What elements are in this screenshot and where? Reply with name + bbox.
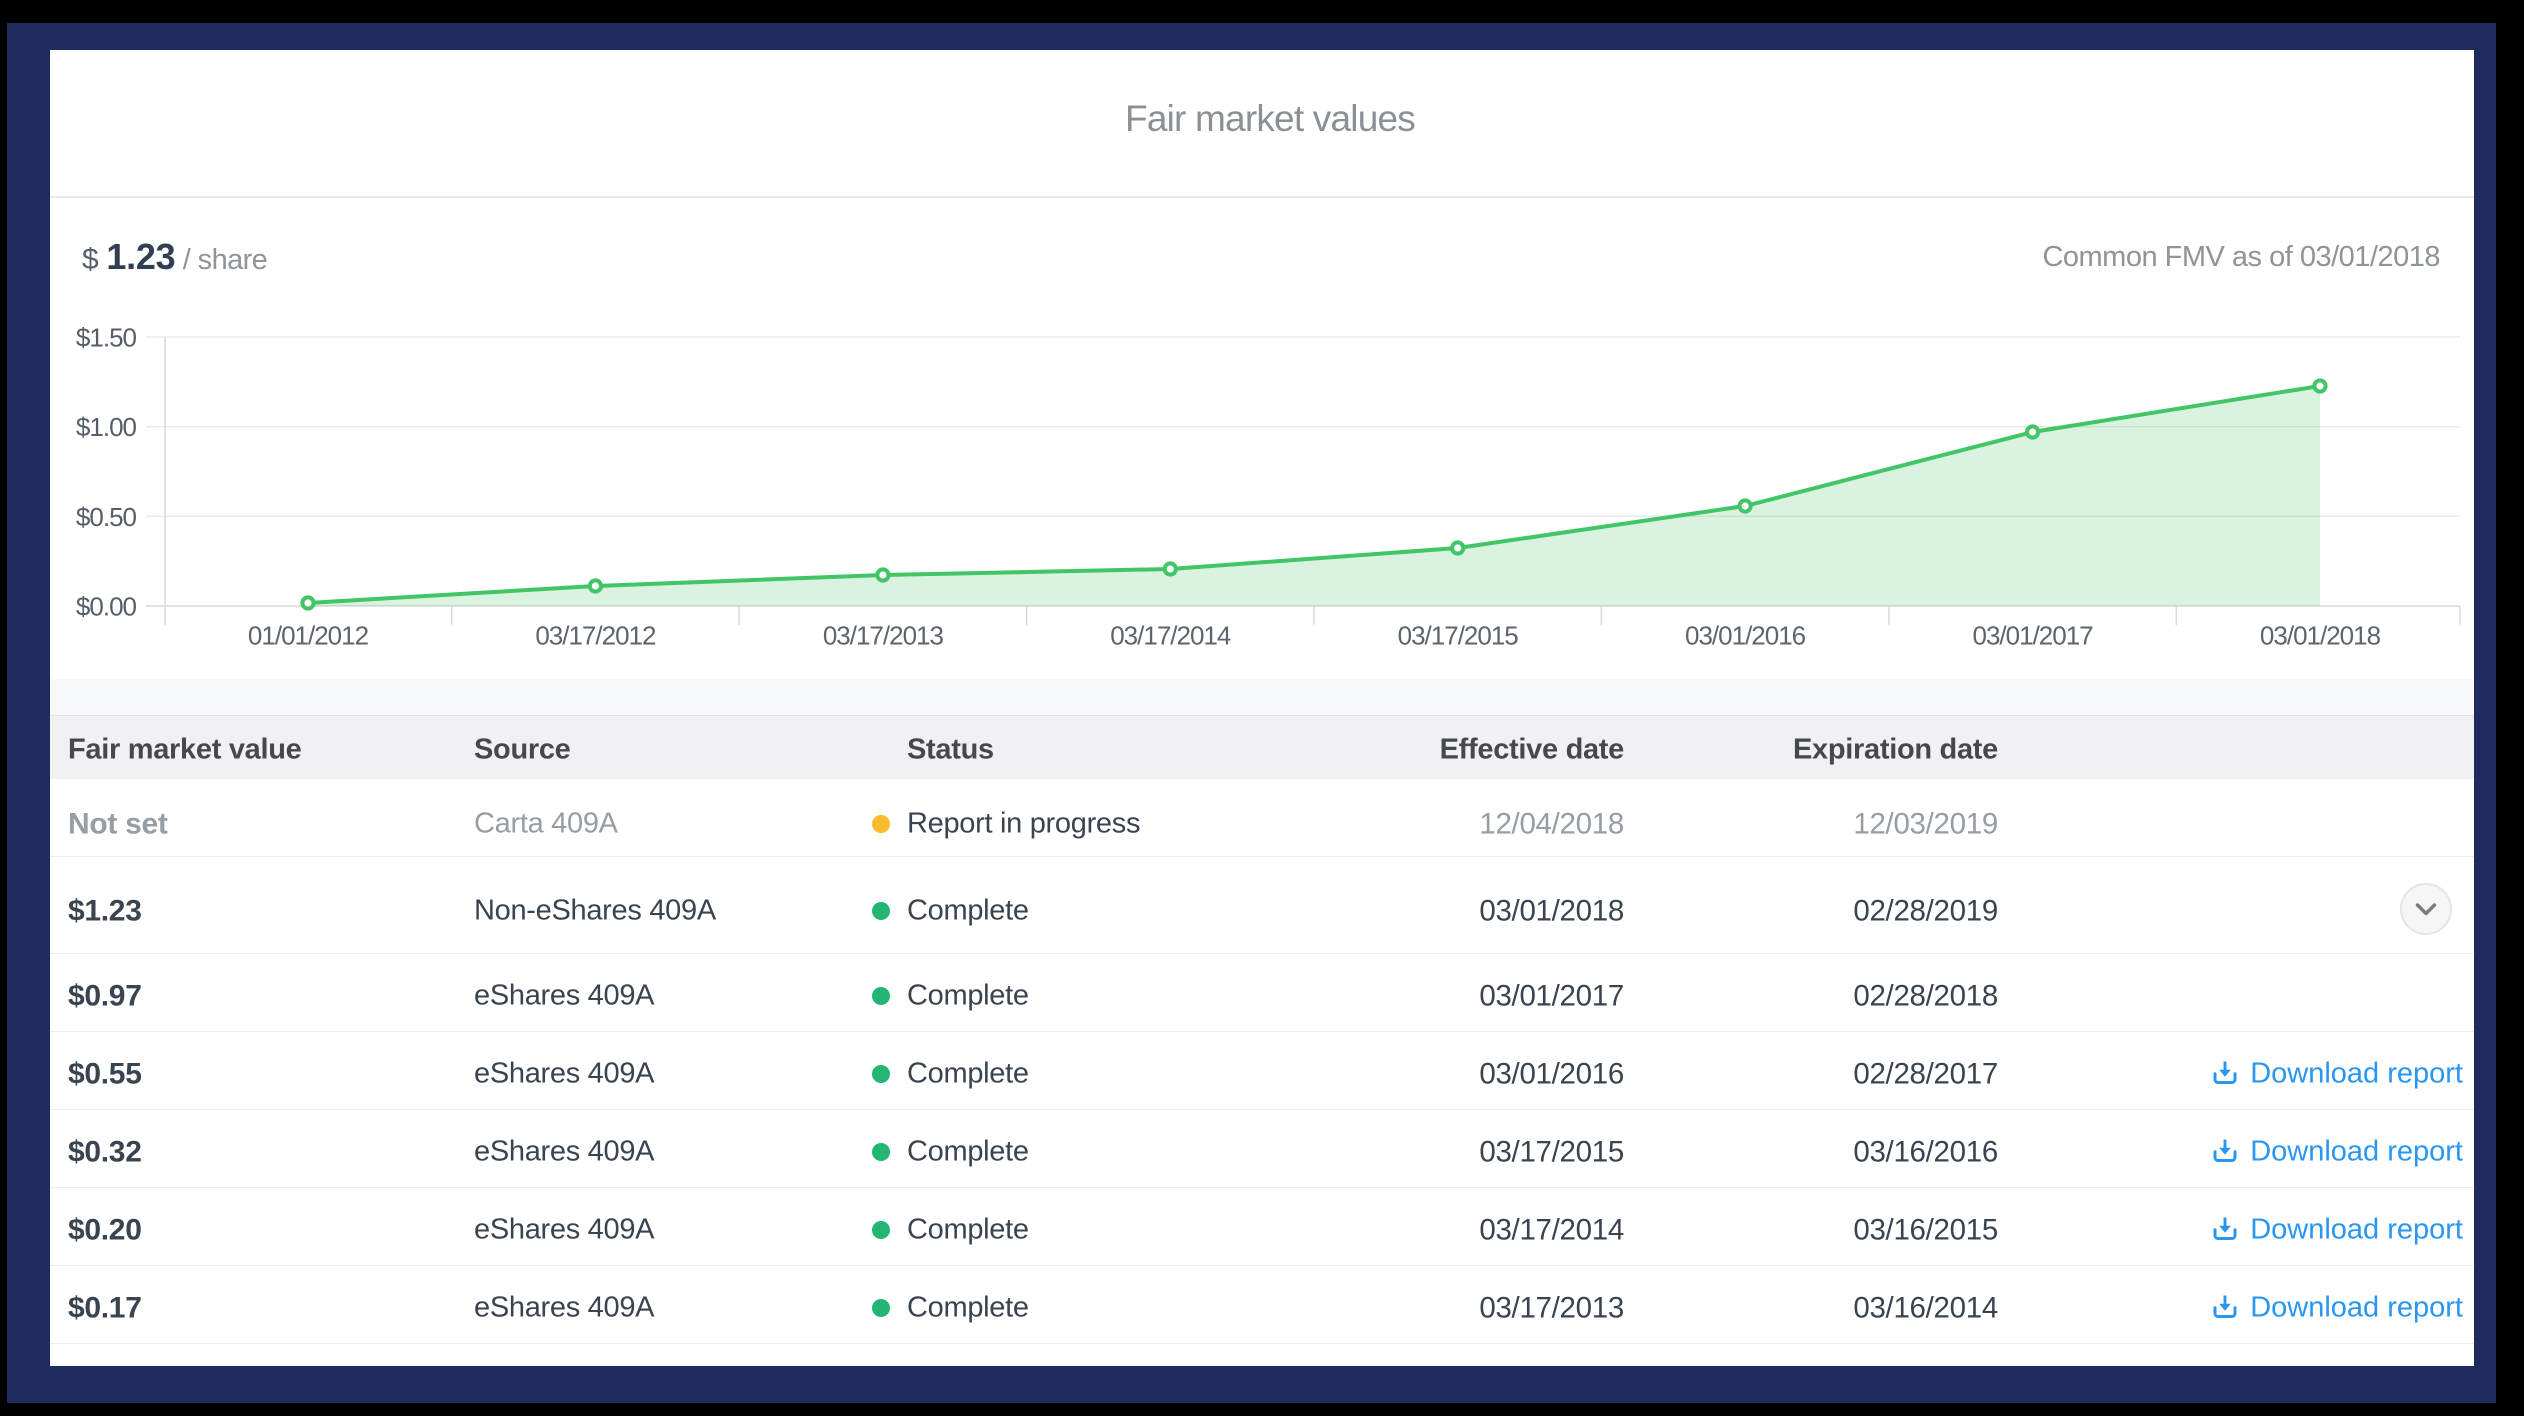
svg-text:$0.50: $0.50 — [76, 502, 137, 532]
svg-text:$0.00: $0.00 — [76, 592, 137, 622]
svg-text:03/17/2015: 03/17/2015 — [1398, 621, 1519, 651]
svg-text:03/01/2017: 03/01/2017 — [1973, 621, 2094, 651]
svg-text:03/01/2018: 03/01/2018 — [2260, 621, 2381, 651]
svg-text:03/17/2014: 03/17/2014 — [1110, 621, 1231, 651]
svg-text:03/17/2013: 03/17/2013 — [823, 621, 944, 651]
svg-text:03/01/2016: 03/01/2016 — [1685, 621, 1806, 651]
svg-text:01/01/2012: 01/01/2012 — [248, 621, 369, 651]
svg-text:03/17/2012: 03/17/2012 — [535, 621, 656, 651]
svg-text:$1.00: $1.00 — [76, 412, 137, 442]
svg-text:$1.50: $1.50 — [76, 323, 137, 353]
